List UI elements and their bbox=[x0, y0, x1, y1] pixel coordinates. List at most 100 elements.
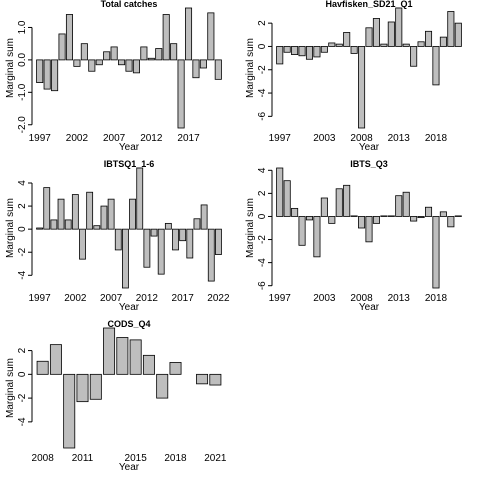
bar bbox=[432, 46, 440, 86]
x-tick-label: 2003 bbox=[313, 133, 336, 144]
chart-title: Total catches bbox=[101, 0, 158, 9]
y-tick-label: 0 bbox=[257, 213, 268, 219]
bar bbox=[402, 191, 410, 217]
x-tick-label: 2021 bbox=[204, 453, 227, 464]
bar bbox=[43, 59, 51, 90]
x-axis-label: Year bbox=[119, 462, 140, 473]
bar bbox=[214, 59, 222, 80]
bar bbox=[291, 46, 299, 56]
chart-title: Havfisken_SD21_Q1 bbox=[325, 0, 412, 9]
y-tick-label: -6 bbox=[257, 111, 268, 120]
bar bbox=[365, 216, 373, 243]
bar bbox=[313, 216, 321, 258]
bar bbox=[132, 59, 140, 74]
bar bbox=[215, 228, 222, 255]
bar bbox=[100, 205, 108, 230]
y-tick-label: 4 bbox=[17, 180, 28, 186]
bar bbox=[410, 46, 418, 67]
bar bbox=[93, 225, 101, 230]
y-tick-label: -4 bbox=[17, 270, 28, 279]
bar bbox=[184, 7, 193, 61]
x-axis-label: Year bbox=[119, 302, 140, 313]
bar bbox=[380, 43, 388, 47]
bar bbox=[103, 51, 111, 61]
bar bbox=[387, 215, 395, 217]
y-tick-label: -2.0 bbox=[17, 116, 28, 134]
bar bbox=[57, 198, 65, 230]
bar bbox=[447, 216, 455, 228]
bar bbox=[172, 228, 179, 251]
bar bbox=[417, 41, 425, 47]
bar bbox=[50, 219, 58, 230]
bar bbox=[36, 360, 49, 375]
bar bbox=[177, 59, 185, 129]
bar bbox=[276, 46, 284, 65]
bar bbox=[170, 43, 178, 61]
x-tick-label: 1997 bbox=[269, 133, 292, 144]
bar bbox=[372, 18, 380, 47]
bar bbox=[36, 59, 44, 83]
bar bbox=[350, 46, 358, 54]
bar bbox=[157, 228, 165, 275]
y-tick-label: 2 bbox=[257, 20, 268, 26]
bar bbox=[142, 354, 155, 375]
y-axis-label: Marginal sum bbox=[245, 38, 256, 98]
bar bbox=[372, 216, 380, 224]
bar bbox=[417, 216, 425, 219]
x-tick-label: 2008 bbox=[32, 453, 55, 464]
chart-title: CODS_Q4 bbox=[107, 319, 150, 329]
bar bbox=[291, 207, 299, 217]
y-tick-label: -2 bbox=[17, 247, 28, 256]
y-axis-label: Marginal sum bbox=[245, 198, 256, 258]
x-tick-label: 2018 bbox=[425, 293, 448, 304]
y-axis-label: Marginal sum bbox=[5, 358, 16, 418]
bar bbox=[164, 222, 172, 230]
y-tick-label: -2 bbox=[257, 235, 268, 244]
bar bbox=[447, 11, 455, 47]
y-tick-label: -2 bbox=[17, 393, 28, 402]
y-tick-label: 0 bbox=[257, 43, 268, 49]
y-tick-label: 0 bbox=[17, 226, 28, 232]
bar bbox=[186, 228, 194, 259]
bar bbox=[209, 373, 222, 386]
bar bbox=[432, 216, 440, 289]
bar bbox=[305, 46, 314, 60]
bar bbox=[395, 7, 403, 47]
bar bbox=[320, 197, 328, 217]
x-tick-label: 2011 bbox=[72, 453, 94, 464]
bar bbox=[73, 59, 81, 67]
bar bbox=[110, 46, 118, 61]
bar bbox=[156, 373, 169, 399]
bar bbox=[193, 218, 201, 230]
bar bbox=[71, 194, 79, 230]
y-tick-label: 2 bbox=[17, 203, 28, 209]
y-axis-label: Marginal sum bbox=[5, 38, 16, 98]
bar bbox=[200, 204, 208, 230]
x-tick-label: 2013 bbox=[388, 133, 411, 144]
bar bbox=[49, 344, 62, 375]
bar bbox=[343, 32, 351, 47]
bar bbox=[350, 215, 358, 217]
bar bbox=[395, 195, 403, 217]
y-tick-label: 2 bbox=[257, 190, 268, 196]
bar bbox=[103, 327, 116, 375]
bar bbox=[410, 216, 418, 222]
bar bbox=[88, 59, 96, 72]
bar bbox=[122, 228, 129, 289]
bar bbox=[89, 373, 102, 400]
bar bbox=[118, 59, 126, 66]
bar bbox=[86, 191, 94, 230]
bar bbox=[380, 215, 388, 217]
x-tick-label: 2008 bbox=[350, 133, 373, 144]
y-tick-label: -4 bbox=[257, 88, 268, 97]
bar bbox=[162, 14, 170, 61]
bar bbox=[116, 337, 129, 375]
bar bbox=[335, 188, 343, 217]
bar bbox=[196, 373, 209, 385]
x-tick-label: 2003 bbox=[313, 293, 336, 304]
bar bbox=[283, 46, 291, 53]
y-tick-label: 0 bbox=[17, 371, 28, 377]
x-axis-label: Year bbox=[359, 142, 380, 153]
y-tick-label: -1.0 bbox=[17, 83, 28, 101]
bar bbox=[36, 227, 43, 230]
